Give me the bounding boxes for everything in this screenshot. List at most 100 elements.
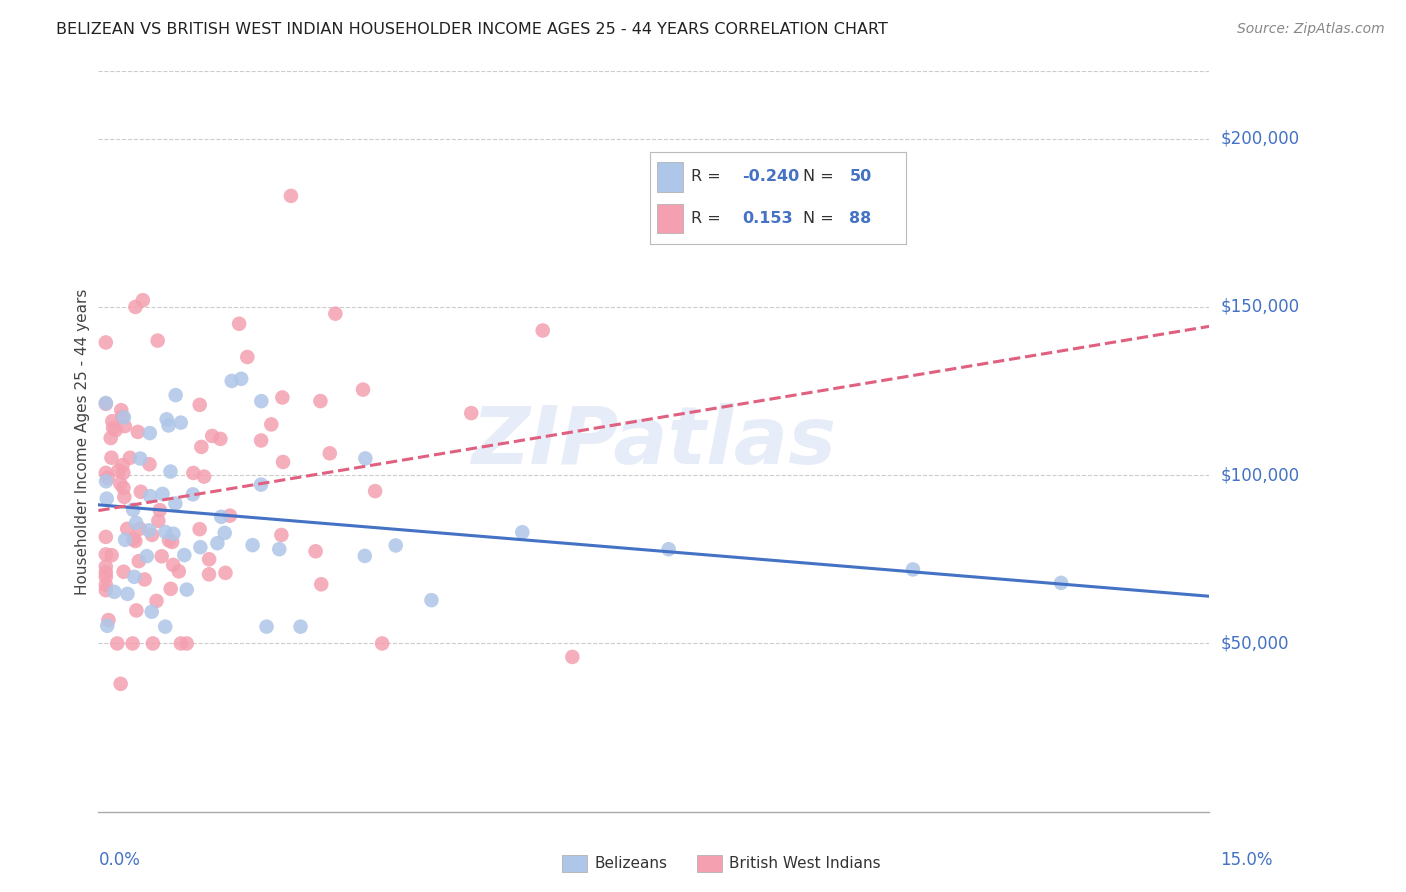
Point (111, 409, 134, 424)
Point (364, 484, 387, 499)
Point (96, 619, 118, 633)
Bar (658, 161, 683, 192)
Point (167, 565, 190, 579)
Y-axis label: Householder Income Ages 25 - 44 years: Householder Income Ages 25 - 44 years (75, 288, 90, 595)
Point (100, 548, 122, 562)
Point (139, 489, 162, 503)
Point (149, 503, 172, 517)
Text: British West Indians: British West Indians (728, 856, 880, 871)
Point (122, 532, 145, 546)
Point (170, 416, 193, 430)
Point (127, 425, 149, 439)
Point (142, 636, 165, 650)
Point (256, 619, 278, 633)
Point (110, 403, 132, 417)
Point (280, 189, 302, 203)
Text: Source: ZipAtlas.com: Source: ZipAtlas.com (1237, 22, 1385, 37)
Point (309, 577, 332, 591)
Point (145, 594, 167, 608)
Text: 0.153: 0.153 (742, 211, 793, 226)
Point (188, 522, 211, 536)
Point (319, 446, 342, 460)
Point (198, 552, 221, 566)
Bar (658, 203, 683, 234)
Point (94, 583, 117, 598)
Point (209, 432, 232, 446)
Point (129, 451, 152, 466)
Point (658, 542, 681, 557)
Point (181, 487, 204, 501)
Text: Belizeans: Belizeans (593, 856, 666, 871)
Point (353, 549, 375, 563)
Point (97, 613, 120, 627)
Point (214, 566, 236, 580)
Point (117, 587, 139, 601)
Point (152, 487, 174, 501)
Point (105, 636, 128, 650)
Point (371, 636, 394, 650)
Point (221, 374, 243, 388)
Point (141, 605, 163, 619)
Point (260, 417, 283, 432)
Text: $150,000: $150,000 (1220, 298, 1299, 316)
Point (114, 533, 136, 547)
Point (157, 533, 180, 548)
Point (250, 477, 273, 491)
Point (162, 526, 184, 541)
Point (209, 509, 232, 524)
Point (112, 410, 135, 425)
Point (141, 528, 163, 542)
Point (290, 619, 312, 633)
Point (101, 421, 124, 435)
Point (115, 522, 138, 536)
Point (94, 566, 117, 580)
Point (121, 636, 143, 650)
Point (190, 440, 212, 454)
Point (250, 394, 273, 409)
Point (325, 307, 347, 321)
Text: -0.240: -0.240 (742, 169, 799, 185)
Point (112, 490, 135, 504)
Point (114, 419, 136, 434)
Point (242, 538, 264, 552)
Point (111, 458, 134, 472)
Text: R =: R = (690, 211, 720, 226)
Point (236, 350, 259, 364)
Point (125, 603, 148, 617)
Point (146, 334, 169, 348)
Point (112, 565, 135, 579)
Point (173, 548, 195, 562)
Text: $50,000: $50,000 (1220, 634, 1289, 652)
Point (561, 649, 583, 664)
Point (129, 484, 152, 499)
Point (214, 525, 236, 540)
Point (193, 469, 215, 483)
Point (94, 335, 117, 350)
Point (94, 475, 117, 489)
Point (128, 522, 150, 536)
Point (269, 542, 291, 557)
Point (118, 450, 141, 465)
Point (219, 508, 242, 523)
Point (176, 582, 198, 597)
Point (122, 502, 145, 516)
Point (94, 559, 117, 574)
Text: R =: R = (690, 169, 720, 185)
Point (139, 426, 162, 441)
Point (94, 397, 117, 411)
Point (138, 524, 160, 538)
Point (901, 562, 924, 576)
Point (1050, 575, 1073, 590)
Point (97, 471, 120, 485)
Point (156, 412, 179, 426)
Text: N =: N = (803, 211, 834, 226)
Point (112, 466, 135, 480)
Point (271, 391, 294, 405)
Point (94, 466, 117, 480)
Point (183, 466, 205, 480)
Point (96, 491, 118, 506)
Point (160, 535, 183, 549)
Text: 0.0%: 0.0% (98, 851, 141, 869)
Point (124, 534, 146, 549)
Point (124, 300, 146, 314)
